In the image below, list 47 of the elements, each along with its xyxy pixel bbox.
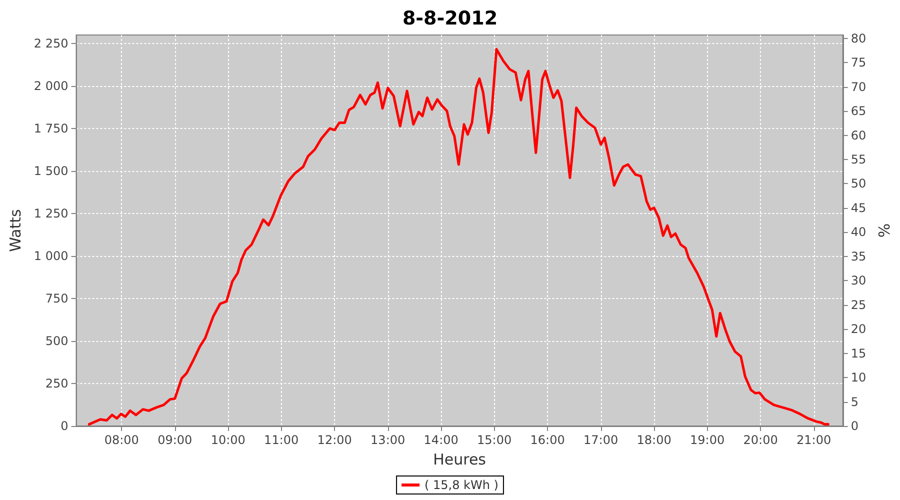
y-tick-label: 1 750 xyxy=(34,122,68,136)
y-tick-label: 750 xyxy=(45,292,68,306)
y2-tick-label: 50 xyxy=(850,176,866,191)
x-tick-label: 17:00 xyxy=(584,433,618,447)
x-tick-label: 10:00 xyxy=(210,433,246,447)
x-tick-label: 08:00 xyxy=(104,433,139,447)
x-tick-label: 20:00 xyxy=(743,433,778,447)
x-tick-label: 18:00 xyxy=(636,433,672,447)
y2-tick-label: 60 xyxy=(850,128,866,142)
x-tick-label: 12:00 xyxy=(317,433,352,447)
y-tick-label: 1 000 xyxy=(34,249,68,263)
x-tick-label: 21:00 xyxy=(796,433,832,447)
x-tick-label: 11:00 xyxy=(264,433,299,447)
x-tick-label: 16:00 xyxy=(530,433,565,447)
line-series xyxy=(88,48,830,426)
x-tick-label: 14:00 xyxy=(424,433,458,447)
y2-tick-label: 55 xyxy=(850,152,866,167)
y2-tick-label: 0 xyxy=(850,419,858,433)
y2-tick-label: 10 xyxy=(850,370,866,385)
y-tick-label: 250 xyxy=(45,376,68,390)
chart-title: 8-8-2012 xyxy=(402,8,498,30)
y-tick-label: 500 xyxy=(45,334,68,348)
y-tick-label: 0 xyxy=(60,419,68,433)
y2-tick-label: 70 xyxy=(850,80,866,94)
y2-tick-label: 80 xyxy=(850,31,866,46)
y-tick-label: 2 000 xyxy=(34,79,68,93)
y2-tick-label: 45 xyxy=(850,200,866,215)
y2-tick-label: 75 xyxy=(850,56,866,70)
y2-tick-label: 15 xyxy=(850,346,866,360)
y-tick-label: 1 250 xyxy=(34,206,68,220)
y2-tick-label: 65 xyxy=(850,104,866,118)
legend-label: ( 15,8 kWh ) xyxy=(424,478,498,492)
y2-tick-label: 40 xyxy=(850,225,866,240)
x-tick-label: 15:00 xyxy=(477,433,512,447)
y2-tick-label: 20 xyxy=(850,322,866,336)
y-tick-label: 2 250 xyxy=(34,36,68,50)
y2-tick-label: 5 xyxy=(850,394,858,409)
x-axis-title: Heures xyxy=(433,450,486,468)
y2-tick-label: 30 xyxy=(850,274,866,288)
x-tick-label: 19:00 xyxy=(690,433,725,447)
y2-axis-title: % xyxy=(876,223,894,238)
y2-tick-label: 35 xyxy=(850,249,866,264)
y-tick-label: 1 500 xyxy=(34,164,68,178)
x-tick-label: 09:00 xyxy=(158,433,192,447)
x-tick-label: 13:00 xyxy=(370,433,406,447)
y2-tick-label: 25 xyxy=(850,298,866,312)
y-axis-title: Watts xyxy=(6,209,24,252)
